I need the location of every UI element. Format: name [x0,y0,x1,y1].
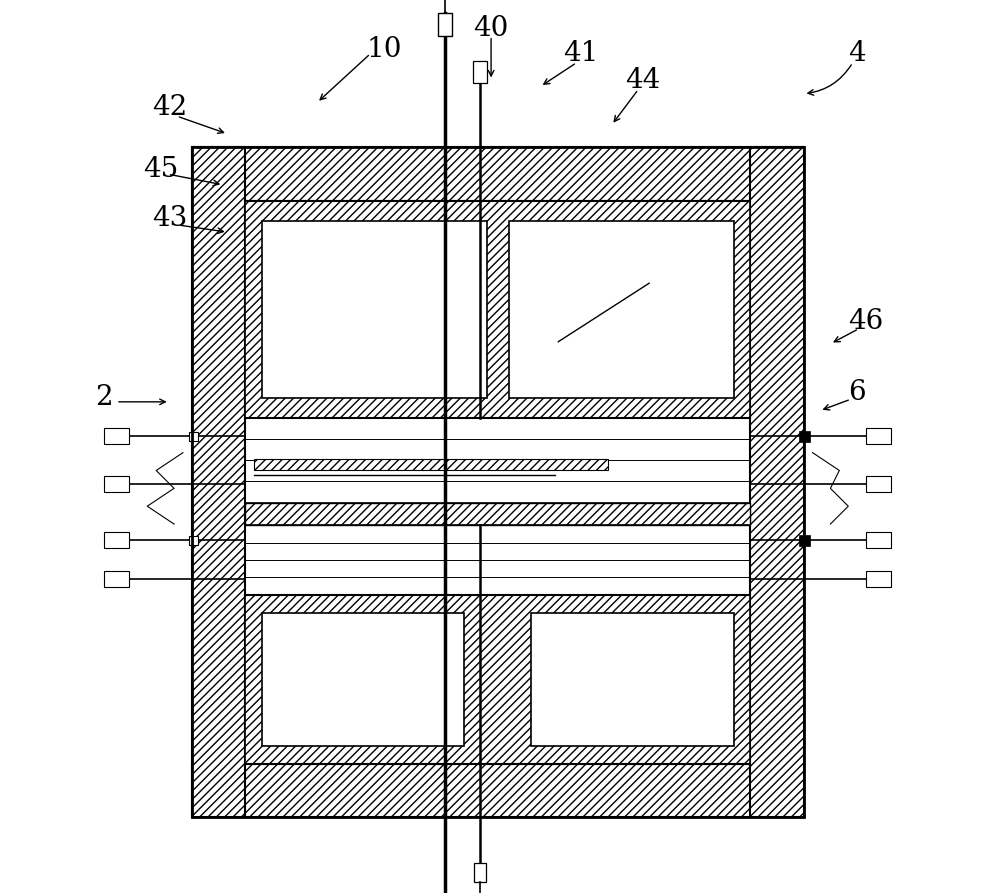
Text: 2: 2 [96,384,113,411]
Text: 44: 44 [625,67,661,94]
Bar [262,221,487,398]
Bar [474,863,486,882]
Text: 4: 4 [848,40,866,67]
Bar [866,476,891,492]
Bar [750,147,804,817]
Bar [192,147,245,817]
Bar [799,535,810,546]
Bar [189,432,198,441]
Bar [799,431,810,442]
Text: 43: 43 [152,205,187,232]
Bar [531,613,734,746]
Bar [104,572,129,588]
Bar [245,503,750,525]
Bar [245,595,750,764]
Bar [104,429,129,445]
Bar [473,61,487,83]
Bar [104,476,129,492]
Bar [189,536,198,545]
Text: 10: 10 [366,36,402,63]
Bar [262,613,464,746]
Text: 40: 40 [473,15,509,42]
Text: 45: 45 [143,156,178,183]
Bar [866,572,891,588]
Bar [438,13,452,36]
Bar [509,221,734,398]
Bar [866,429,891,445]
Text: 6: 6 [848,380,866,406]
Bar [254,459,608,471]
Bar [192,147,804,817]
Bar [245,201,750,764]
Text: 42: 42 [152,94,187,121]
Bar [192,147,804,201]
Text: 41: 41 [563,40,598,67]
Bar [104,532,129,548]
Text: 46: 46 [849,308,884,335]
Bar [245,201,750,418]
Bar [192,764,804,817]
Bar [866,532,891,548]
